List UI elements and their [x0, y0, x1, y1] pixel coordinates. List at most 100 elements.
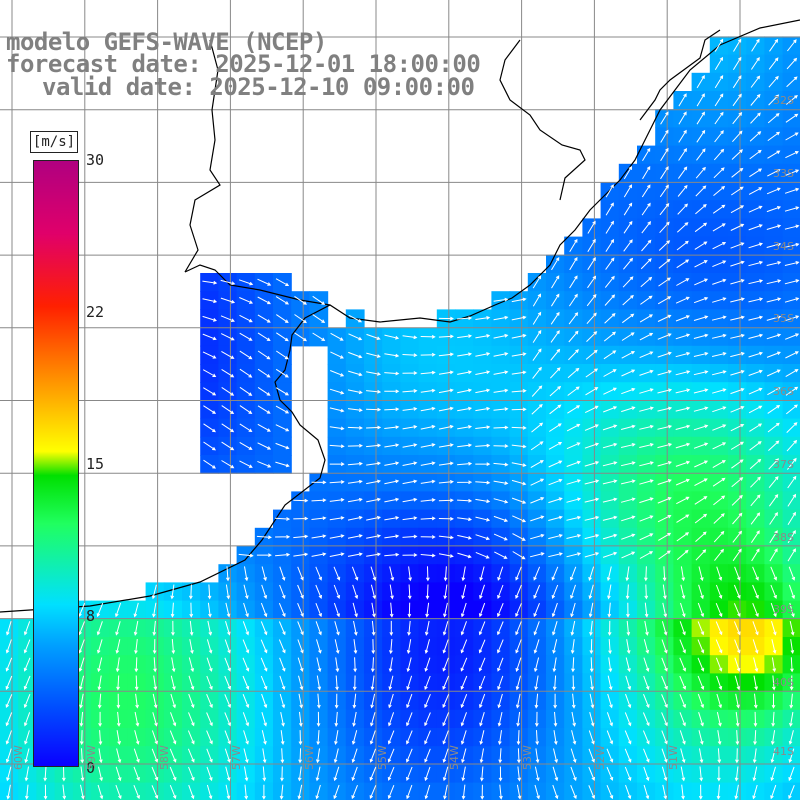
wind-arrow	[548, 442, 563, 450]
wind-arrow	[534, 693, 539, 709]
lon-label-56w: 56W	[303, 745, 316, 770]
wind-arrow	[384, 334, 400, 340]
wind-arrow	[766, 242, 782, 248]
wind-arrow	[424, 675, 431, 690]
wind-arrow	[771, 675, 776, 691]
model-title: modelo GEFS-WAVE (NCEP)	[6, 28, 327, 56]
wind-arrow	[712, 297, 727, 303]
wind-arrow	[586, 293, 597, 307]
wind-arrow	[730, 205, 745, 214]
wind-arrow	[623, 166, 633, 180]
wind-arrow	[731, 186, 744, 196]
wind-arrow	[712, 278, 727, 285]
wind-arrow	[315, 584, 322, 599]
wind-arrow	[533, 584, 541, 599]
wind-arrow	[602, 497, 618, 503]
wind-arrow	[424, 620, 430, 636]
wind-arrow	[5, 748, 12, 764]
wind-arrow	[624, 730, 632, 745]
wind-arrow	[607, 620, 612, 636]
wind-arrow	[733, 603, 741, 618]
wind-arrow	[712, 442, 727, 450]
wind-arrow	[420, 498, 436, 502]
wind-arrow	[275, 278, 290, 286]
wind-arrow	[311, 534, 327, 539]
wind-arrow	[334, 730, 339, 746]
wind-arrow	[734, 639, 741, 654]
wind-arrow	[768, 57, 779, 70]
wind-arrow	[257, 368, 271, 378]
wind-arrow	[406, 784, 413, 800]
wind-arrow	[568, 312, 579, 325]
wind-arrow	[207, 602, 212, 618]
wind-arrow	[457, 461, 473, 466]
wind-arrow	[443, 784, 448, 800]
wind-arrow	[698, 784, 703, 800]
wind-arrow	[585, 368, 599, 378]
wind-arrow	[280, 766, 284, 782]
wind-arrow	[475, 443, 491, 448]
wind-arrow	[533, 621, 540, 636]
wind-arrow	[244, 766, 249, 782]
wind-arrow	[639, 388, 654, 394]
wind-arrow	[661, 766, 668, 782]
wind-arrow	[97, 639, 103, 654]
wind-arrow	[170, 584, 175, 600]
wind-arrow	[589, 639, 594, 655]
wind-arrow	[530, 497, 545, 504]
wind-arrow	[532, 348, 542, 361]
wind-arrow	[730, 242, 745, 249]
wind-arrow	[402, 443, 418, 448]
wind-arrow	[766, 297, 782, 303]
wind-arrow	[371, 639, 376, 655]
wind-arrow	[625, 566, 630, 582]
wind-arrow	[402, 497, 418, 503]
wind-arrow	[170, 712, 177, 727]
wind-arrow	[402, 371, 418, 375]
wind-arrow	[442, 766, 449, 782]
wind-arrow	[785, 132, 799, 141]
wind-arrow	[748, 387, 763, 395]
wind-arrow	[530, 533, 545, 540]
wind-arrow	[570, 766, 577, 782]
wind-arrow	[206, 639, 213, 654]
wind-arrow	[293, 516, 309, 521]
wind-arrow	[625, 693, 632, 709]
wind-arrow	[639, 332, 654, 341]
wind-arrow	[734, 784, 739, 800]
wind-arrow	[621, 369, 636, 377]
wind-arrow	[169, 785, 177, 800]
colorbar-unit: [m/s]	[30, 131, 78, 153]
wind-arrow	[644, 620, 649, 636]
wind-arrow	[605, 202, 614, 216]
wind-arrow	[713, 185, 726, 196]
wind-arrow	[6, 784, 11, 800]
wind-arrow	[734, 766, 739, 782]
wind-arrow	[714, 38, 724, 52]
lon-label-54w: 54W	[448, 745, 461, 770]
lat-label-32s: 32S	[773, 94, 794, 107]
wind-arrow	[640, 258, 652, 270]
wind-arrow	[315, 621, 322, 636]
wind-arrow	[551, 602, 558, 618]
wind-arrow	[676, 259, 690, 269]
wind-arrow	[297, 566, 304, 581]
wind-arrow	[644, 584, 649, 600]
wind-arrow	[679, 730, 686, 745]
wind-arrow	[716, 784, 721, 800]
wind-arrow	[784, 297, 800, 303]
wind-arrow	[206, 766, 213, 782]
wind-arrow	[497, 603, 504, 618]
wind-arrow	[639, 406, 654, 412]
coastline-path	[184, 39, 221, 273]
lon-label-58w: 58W	[158, 745, 171, 770]
wind-arrow	[224, 712, 231, 727]
wind-arrow	[697, 639, 705, 654]
wind-arrow	[475, 388, 491, 394]
wind-arrow	[515, 603, 522, 618]
lon-label-51w: 51W	[667, 745, 680, 770]
wind-arrow	[351, 566, 359, 581]
wind-arrow	[608, 639, 612, 655]
wind-arrow	[535, 730, 540, 746]
wind-arrow	[675, 478, 690, 486]
